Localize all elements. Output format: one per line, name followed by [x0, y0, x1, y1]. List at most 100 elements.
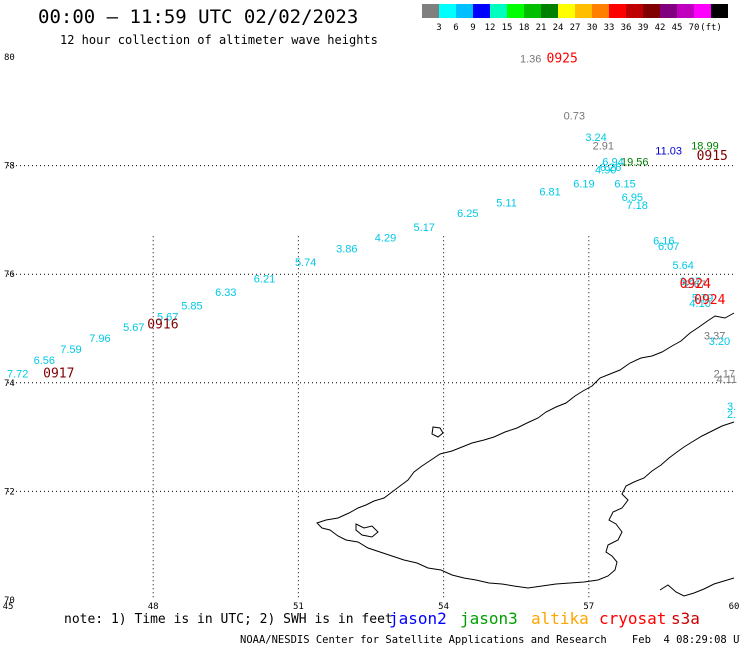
legend-item-s3a: s3a — [671, 609, 700, 628]
wave-height-reading: 5.74 — [295, 257, 316, 269]
wave-height-reading: 7.72 — [7, 368, 28, 380]
wave-height-reading: 18.99 — [691, 140, 719, 152]
legend-item-jason3: jason3 — [460, 609, 518, 628]
legend-item-altika: altika — [531, 609, 589, 628]
lat-lon-grid — [8, 165, 734, 600]
pass-time-label: 0925 — [547, 51, 578, 66]
pass-time-label: 0916 — [147, 318, 178, 333]
colorbar-swatch — [592, 4, 609, 18]
wave-height-reading: 6.26 — [600, 162, 621, 174]
wave-height-reading: 4.11 — [716, 374, 737, 386]
wave-height-reading: 6.95 — [622, 192, 643, 204]
wave-height-reading: 6.16 — [653, 235, 674, 247]
colorbar-label: (ft) — [700, 23, 722, 33]
pass-time-label: 0917 — [43, 366, 74, 381]
colorbar-swatch — [643, 4, 660, 18]
colorbar-label: 39 — [638, 23, 649, 33]
latitude-label: 70 — [4, 596, 15, 606]
colorbar-swatch — [524, 4, 541, 18]
legend-item-cryosat: cryosat — [599, 609, 667, 628]
wave-height-reading: 2.91 — [593, 140, 614, 152]
coastline — [316, 312, 735, 597]
colorbar-swatch — [575, 4, 592, 18]
longitude-label: 57 — [583, 602, 594, 612]
wave-height-reading: 0.73 — [564, 110, 585, 122]
wave-height-colorbar: 3 6 9 12 15 18 21 24 27 30 33 36 39 42 45 70 (ft) — [422, 4, 728, 33]
longitude-label: 54 — [438, 602, 449, 612]
colorbar-swatch — [609, 4, 626, 18]
wave-height-reading: 5.64 — [672, 260, 693, 272]
colorbar-label: 70 — [689, 23, 700, 33]
wave-height-reading: 6.21 — [254, 273, 275, 285]
wave-height-reading: 6.56 — [34, 355, 55, 367]
colorbar-label: 30 — [587, 23, 598, 33]
colorbar-label: 9 — [470, 23, 475, 33]
pass-time-label: 0924 — [680, 277, 711, 292]
wave-height-reading: 3.24 — [585, 132, 606, 144]
colorbar-swatch — [439, 4, 456, 18]
legend-item-jason2: jason2 — [389, 609, 447, 628]
longitude-label: 51 — [293, 602, 304, 612]
longitude-label: 48 — [148, 602, 159, 612]
colorbar-swatch — [422, 4, 439, 18]
mainland-coastline — [316, 312, 735, 589]
latitude-label: 80 — [4, 53, 15, 63]
pass-time-label: 0924 — [694, 293, 725, 308]
east-coast-fragment — [659, 577, 735, 597]
island-coastline-2 — [431, 426, 444, 438]
wave-height-reading: 5.67 — [123, 322, 144, 334]
colorbar-swatch — [694, 4, 711, 18]
colorbar-label: 6 — [453, 23, 458, 33]
wave-height-reading: 3. — [727, 401, 736, 413]
colorbar-swatch — [507, 4, 524, 18]
longitude-label: 45 — [3, 602, 14, 612]
wave-height-reading: 3.87 — [680, 276, 701, 288]
latitude-label: 78 — [4, 162, 15, 172]
latitude-label: 76 — [4, 270, 15, 280]
longitude-label: 60 — [729, 602, 740, 612]
colorbar-swatch — [677, 4, 694, 18]
wave-height-reading: 3.37 — [704, 330, 725, 342]
colorbar-label: 21 — [536, 23, 547, 33]
footer-note: note: 1) Time is in UTC; 2) SWH is in fe… — [64, 612, 393, 627]
colorbar-label: 15 — [502, 23, 513, 33]
colorbar-swatch — [660, 4, 677, 18]
page-subtitle: 12 hour collection of altimeter wave hei… — [60, 33, 378, 47]
island-coastline-1 — [355, 523, 379, 538]
wave-height-reading: 1.36 — [520, 53, 541, 65]
wave-height-reading: 5.85 — [181, 300, 202, 312]
wave-height-reading: 6.19 — [573, 178, 594, 190]
colorbar-label: 27 — [570, 23, 581, 33]
wave-height-reading: 2. — [727, 409, 736, 421]
wave-height-reading: 4.90 — [595, 165, 616, 177]
colorbar-swatch — [626, 4, 643, 18]
colorbar-swatch — [473, 4, 490, 18]
colorbar-label: 42 — [655, 23, 666, 33]
footer-credit: NOAA/NESDIS Center for Satellite Applica… — [240, 634, 740, 646]
latitude-label: 74 — [4, 379, 15, 389]
wave-height-reading: 6.94 — [602, 157, 623, 169]
wave-height-reading: 5.79 — [692, 292, 713, 304]
wave-height-reading: 5.11 — [496, 197, 517, 209]
colorbar-label: 36 — [621, 23, 632, 33]
wave-height-reading: 6.33 — [215, 287, 236, 299]
wave-height-reading: 5.67 — [157, 311, 178, 323]
colorbar-swatch — [456, 4, 473, 18]
colorbar-label: 18 — [519, 23, 530, 33]
wave-height-reading: 5.17 — [414, 222, 435, 234]
colorbar-label: 24 — [553, 23, 564, 33]
wave-height-reading: 7.96 — [89, 333, 110, 345]
colorbar-label: 3 — [436, 23, 441, 33]
colorbar-swatch — [711, 4, 728, 18]
colorbar-label: 45 — [672, 23, 683, 33]
wave-height-reading: 4.10 — [689, 298, 710, 310]
wave-height-readings: 1.360.733.242.91 18.9911.0319.566.946.264… — [7, 53, 737, 421]
wave-height-reading: 6.07 — [658, 241, 679, 253]
wave-height-reading: 2.17 — [714, 368, 735, 380]
wave-height-reading: 6.81 — [539, 186, 560, 198]
map-plot: 1.360.733.242.91 18.9911.0319.566.946.264… — [3, 51, 740, 612]
wave-height-reading: 19.56 — [621, 157, 649, 169]
wave-height-reading: 7.18 — [626, 200, 647, 212]
wave-height-reading: 3.86 — [336, 243, 357, 255]
colorbar-swatch — [558, 4, 575, 18]
